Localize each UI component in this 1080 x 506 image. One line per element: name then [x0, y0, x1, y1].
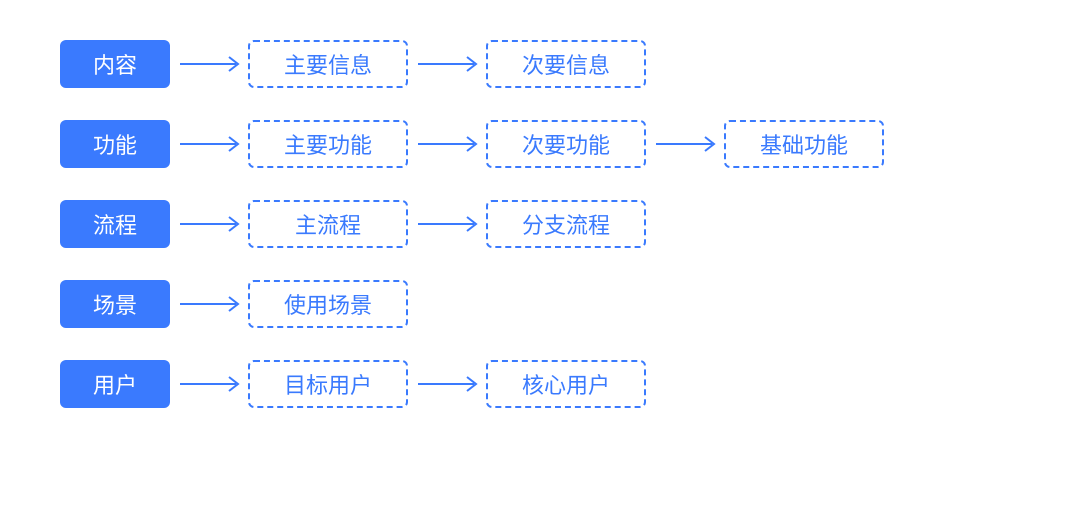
- item-process-1: 分支流程: [486, 200, 646, 248]
- row-function: 功能 主要功能 次要功能 基础功能: [60, 120, 1020, 168]
- item-scenario-0-label: 使用场景: [284, 288, 372, 320]
- item-user-0: 目标用户: [248, 360, 408, 408]
- row-content: 内容 主要信息 次要信息: [60, 40, 1020, 88]
- item-function-0: 主要功能: [248, 120, 408, 168]
- head-content: 内容: [60, 40, 170, 88]
- head-user: 用户: [60, 360, 170, 408]
- arrow-icon: [646, 135, 724, 153]
- item-user-1-label: 核心用户: [522, 368, 610, 400]
- arrow-icon: [170, 375, 248, 393]
- item-content-0: 主要信息: [248, 40, 408, 88]
- arrow-icon: [408, 375, 486, 393]
- head-scenario-label: 场景: [93, 288, 137, 320]
- item-function-2: 基础功能: [724, 120, 884, 168]
- arrow-icon: [170, 135, 248, 153]
- arrow-icon: [170, 55, 248, 73]
- item-content-0-label: 主要信息: [284, 48, 372, 80]
- row-scenario: 场景 使用场景: [60, 280, 1020, 328]
- item-function-0-label: 主要功能: [284, 128, 372, 160]
- arrow-icon: [170, 295, 248, 313]
- item-user-1: 核心用户: [486, 360, 646, 408]
- item-process-0-label: 主流程: [295, 208, 361, 240]
- head-scenario: 场景: [60, 280, 170, 328]
- item-function-1-label: 次要功能: [522, 128, 610, 160]
- row-user: 用户 目标用户 核心用户: [60, 360, 1020, 408]
- item-user-0-label: 目标用户: [284, 368, 372, 400]
- head-user-label: 用户: [93, 368, 137, 400]
- head-process: 流程: [60, 200, 170, 248]
- item-content-1: 次要信息: [486, 40, 646, 88]
- arrow-icon: [408, 215, 486, 233]
- item-content-1-label: 次要信息: [522, 48, 610, 80]
- item-function-1: 次要功能: [486, 120, 646, 168]
- head-function-label: 功能: [93, 128, 137, 160]
- head-function: 功能: [60, 120, 170, 168]
- diagram-root: 内容 主要信息 次要信息功能 主要功能 次要功能 基础功能流程 主流程 分支流程场景 使用场景用…: [60, 40, 1020, 408]
- item-function-2-label: 基础功能: [760, 128, 848, 160]
- item-process-0: 主流程: [248, 200, 408, 248]
- arrow-icon: [408, 135, 486, 153]
- head-process-label: 流程: [93, 208, 137, 240]
- item-scenario-0: 使用场景: [248, 280, 408, 328]
- item-process-1-label: 分支流程: [522, 208, 610, 240]
- arrow-icon: [170, 215, 248, 233]
- head-content-label: 内容: [93, 48, 137, 80]
- arrow-icon: [408, 55, 486, 73]
- row-process: 流程 主流程 分支流程: [60, 200, 1020, 248]
